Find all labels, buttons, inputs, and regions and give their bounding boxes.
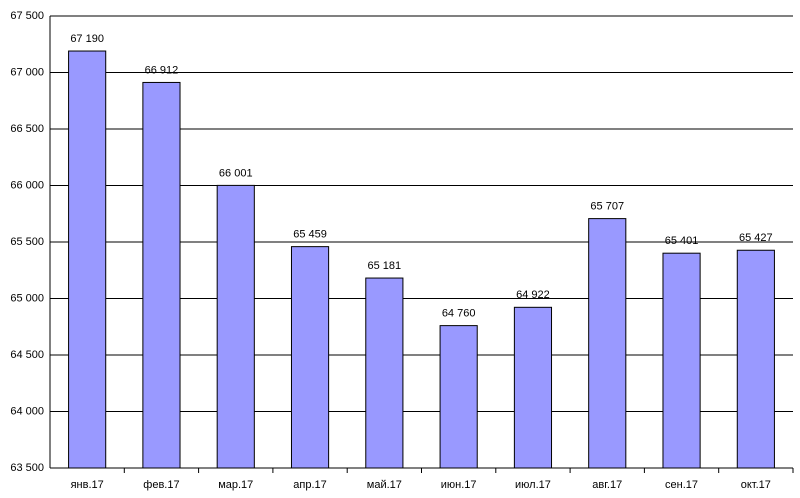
y-tick-label: 67 000: [10, 66, 44, 78]
x-tick-label: окт.17: [741, 479, 771, 491]
y-tick-label: 66 000: [10, 179, 44, 191]
bar: [513, 306, 553, 469]
y-tick-label: 63 500: [10, 462, 44, 474]
x-tick-label: июн.17: [441, 479, 477, 491]
bar: [216, 184, 255, 469]
value-label: 64 760: [442, 308, 476, 320]
value-label: 65 427: [739, 232, 773, 244]
bar: [736, 249, 775, 469]
value-label: 64 922: [516, 289, 550, 301]
value-label: 65 459: [293, 229, 327, 241]
value-label: 65 181: [368, 260, 402, 272]
x-tick-label: май.17: [367, 479, 402, 491]
bar: [439, 325, 478, 469]
x-tick-label: фев.17: [143, 479, 179, 491]
value-label: 66 001: [219, 167, 253, 179]
x-tick-label: сен.17: [665, 479, 698, 491]
bar: [365, 277, 404, 469]
x-tick-label: авг.17: [592, 479, 622, 491]
x-tick-label: апр.17: [293, 479, 326, 491]
bar: [662, 252, 701, 469]
bar: [290, 246, 330, 469]
x-tick-label: июл.17: [515, 479, 551, 491]
x-tick-label: янв.17: [71, 479, 104, 491]
value-label: 66 912: [145, 64, 179, 76]
y-tick-label: 67 500: [10, 10, 44, 22]
x-tick-label: мар.17: [218, 479, 253, 491]
y-tick-label: 66 500: [10, 123, 44, 135]
y-tick-label: 65 000: [10, 292, 44, 304]
y-tick-label: 64 000: [10, 405, 44, 417]
bar: [142, 81, 181, 469]
bar: [68, 50, 107, 469]
bar: [588, 218, 627, 469]
y-tick-label: 65 500: [10, 236, 44, 248]
y-tick-label: 64 500: [10, 349, 44, 361]
value-label: 67 190: [70, 33, 104, 45]
value-label: 65 707: [590, 201, 624, 213]
value-label: 65 401: [665, 235, 699, 247]
